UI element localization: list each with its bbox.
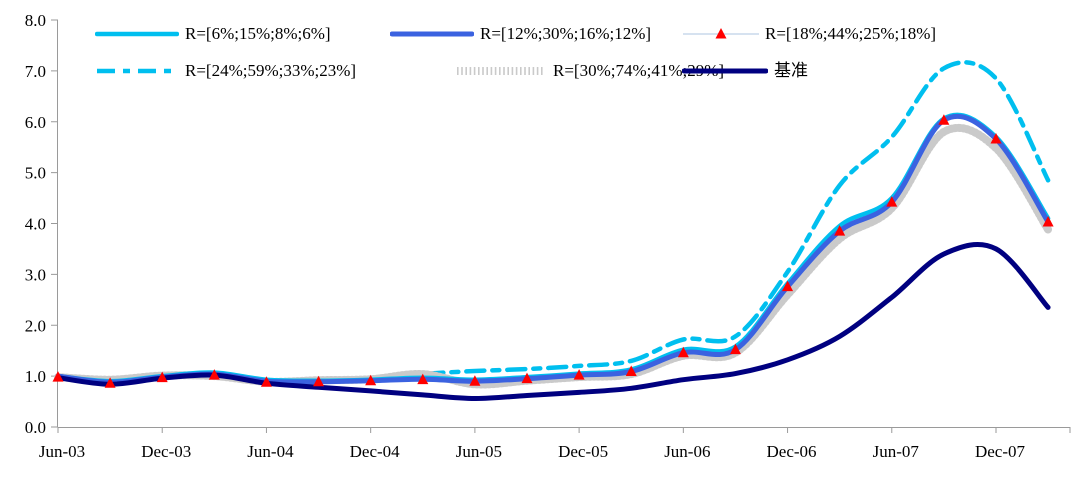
legend-swatch-dashed-cyan-icon	[97, 68, 177, 74]
legend-item-r24: R=[24%;59%;33%;23%]	[95, 62, 356, 80]
legend-swatch-red-triangle-icon	[683, 28, 759, 39]
series-marker-triangle	[521, 372, 533, 384]
series-marker-triangle	[834, 225, 846, 236]
y-tick-label: 3.0	[25, 265, 46, 284]
legend-triangle	[715, 28, 727, 39]
series-marker-triangle	[417, 373, 429, 385]
x-tick-label: Jun-05	[456, 442, 502, 461]
x-tick-label: Jun-07	[873, 442, 920, 461]
legend-swatch-solid-blue-icon	[390, 31, 474, 37]
legend-label: R=[18%;44%;25%;18%]	[765, 24, 937, 43]
legend-item-r12: R=[12%;30%;16%;12%]	[390, 25, 651, 43]
y-tick-label: 7.0	[25, 62, 46, 81]
x-tick-label: Dec-05	[558, 442, 608, 461]
x-tick-label: Jun-06	[664, 442, 710, 461]
y-tick-label: 5.0	[25, 164, 46, 183]
series-marker-triangle	[469, 375, 481, 386]
x-tick-label: Dec-06	[767, 442, 817, 461]
series-marker-triangle	[208, 369, 220, 380]
legend-item-r30: R=[30%;74%;41%;29%]	[455, 62, 724, 80]
series-marker-triangle	[938, 114, 950, 125]
series-marker-triangle	[625, 365, 637, 377]
y-tick-label: 6.0	[25, 113, 46, 132]
x-tick-label: Jun-03	[39, 442, 85, 461]
series-line-baseline	[55, 241, 1051, 402]
legend-swatch-hatched-gray-icon	[457, 67, 545, 75]
series-marker-triangle	[1042, 215, 1054, 227]
series-marker-triangle	[365, 374, 377, 386]
x-tick-label: Dec-07	[975, 442, 1026, 461]
series-marker-triangle	[52, 371, 64, 382]
legend-item-r18: R=[18%;44%;25%;18%]	[683, 25, 936, 43]
series-line-r18	[57, 115, 1049, 384]
series-marker-triangle	[260, 376, 272, 387]
series-marker-triangle	[677, 346, 689, 358]
x-tick-label: Dec-04	[350, 442, 401, 461]
series-marker-triangle	[990, 133, 1002, 144]
series-marker-triangle	[104, 377, 116, 388]
y-tick-label: 0.0	[25, 418, 46, 437]
legend-label: 基准	[774, 61, 808, 80]
series-marker-triangle	[156, 371, 168, 383]
series-marker-triangle	[782, 280, 794, 292]
series-line-r12	[55, 113, 1051, 385]
legend-swatch-solid-cyan-icon	[95, 31, 179, 37]
x-tick-label: Dec-03	[141, 442, 191, 461]
x-tick-label: Jun-04	[247, 442, 294, 461]
y-tick-label: 2.0	[25, 316, 46, 335]
legend-label: R=[30%;74%;41%;29%]	[553, 61, 725, 80]
legend-label: R=[6%;15%;8%;6%]	[185, 24, 331, 43]
legend-label: R=[12%;30%;16%;12%]	[480, 24, 652, 43]
series-marker-triangle	[313, 375, 325, 387]
y-tick-label: 1.0	[25, 367, 46, 386]
series-marker-triangle	[729, 343, 741, 355]
y-tick-label: 8.0	[25, 11, 46, 30]
legend-item-r6: R=[6%;15%;8%;6%]	[95, 25, 331, 43]
series-line-r24-dashed	[55, 60, 1051, 384]
series-marker-triangle	[573, 369, 585, 380]
series-line-r6	[55, 112, 1051, 384]
series-line-r30-hatched	[54, 123, 1053, 389]
legend-swatch-solid-navy-icon	[682, 68, 768, 74]
legend-item-baseline: 基准	[682, 62, 808, 80]
legend-label: R=[24%;59%;33%;23%]	[185, 61, 357, 80]
y-tick-label: 4.0	[25, 215, 46, 234]
series-marker-triangle	[886, 196, 898, 207]
